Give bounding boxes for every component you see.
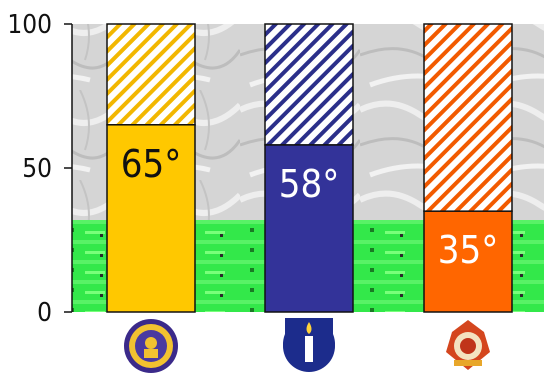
bar: [264, 144, 354, 313]
bar-remainder-hatch: [264, 23, 354, 146]
candle-emblem-icon: [283, 318, 335, 372]
category-icons: [124, 318, 490, 373]
y-tick-label: 50: [22, 154, 52, 184]
bar: [423, 210, 513, 313]
y-tick-label: 0: [37, 298, 52, 328]
bar-value-label: 65°: [121, 142, 182, 186]
bar-value-label: 58°: [279, 162, 340, 206]
y-axis-ticks: 0 50 100: [7, 10, 72, 328]
y-tick-label: 100: [7, 10, 52, 40]
bar-remainder-hatch: [423, 23, 513, 212]
bar-value-label: 35°: [438, 228, 499, 272]
red-crest-emblem-icon: [446, 320, 490, 370]
bars: 65° 58° 35°: [106, 23, 513, 313]
bar-remainder-hatch: [106, 23, 196, 126]
bar: [106, 124, 196, 313]
university-seal-emblem-icon: [124, 319, 178, 373]
